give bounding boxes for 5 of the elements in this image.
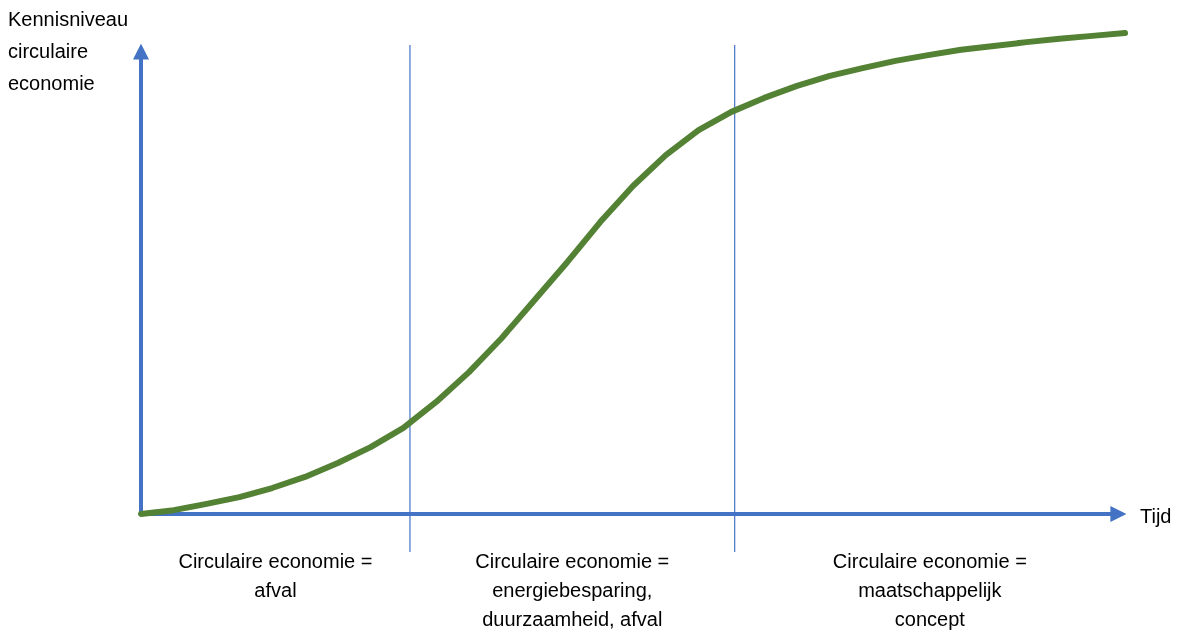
y-axis-title: Kennisniveau circulaire economie <box>8 8 129 94</box>
text: Circulaire economie = energiebesparing, duurzaamheid, afval <box>475 550 670 630</box>
text: Circulaire economie = afval <box>178 550 373 601</box>
x-axis-title: Tijd <box>1140 505 1172 527</box>
text: Circulaire economie = maatschappelijk concept <box>832 550 1027 630</box>
